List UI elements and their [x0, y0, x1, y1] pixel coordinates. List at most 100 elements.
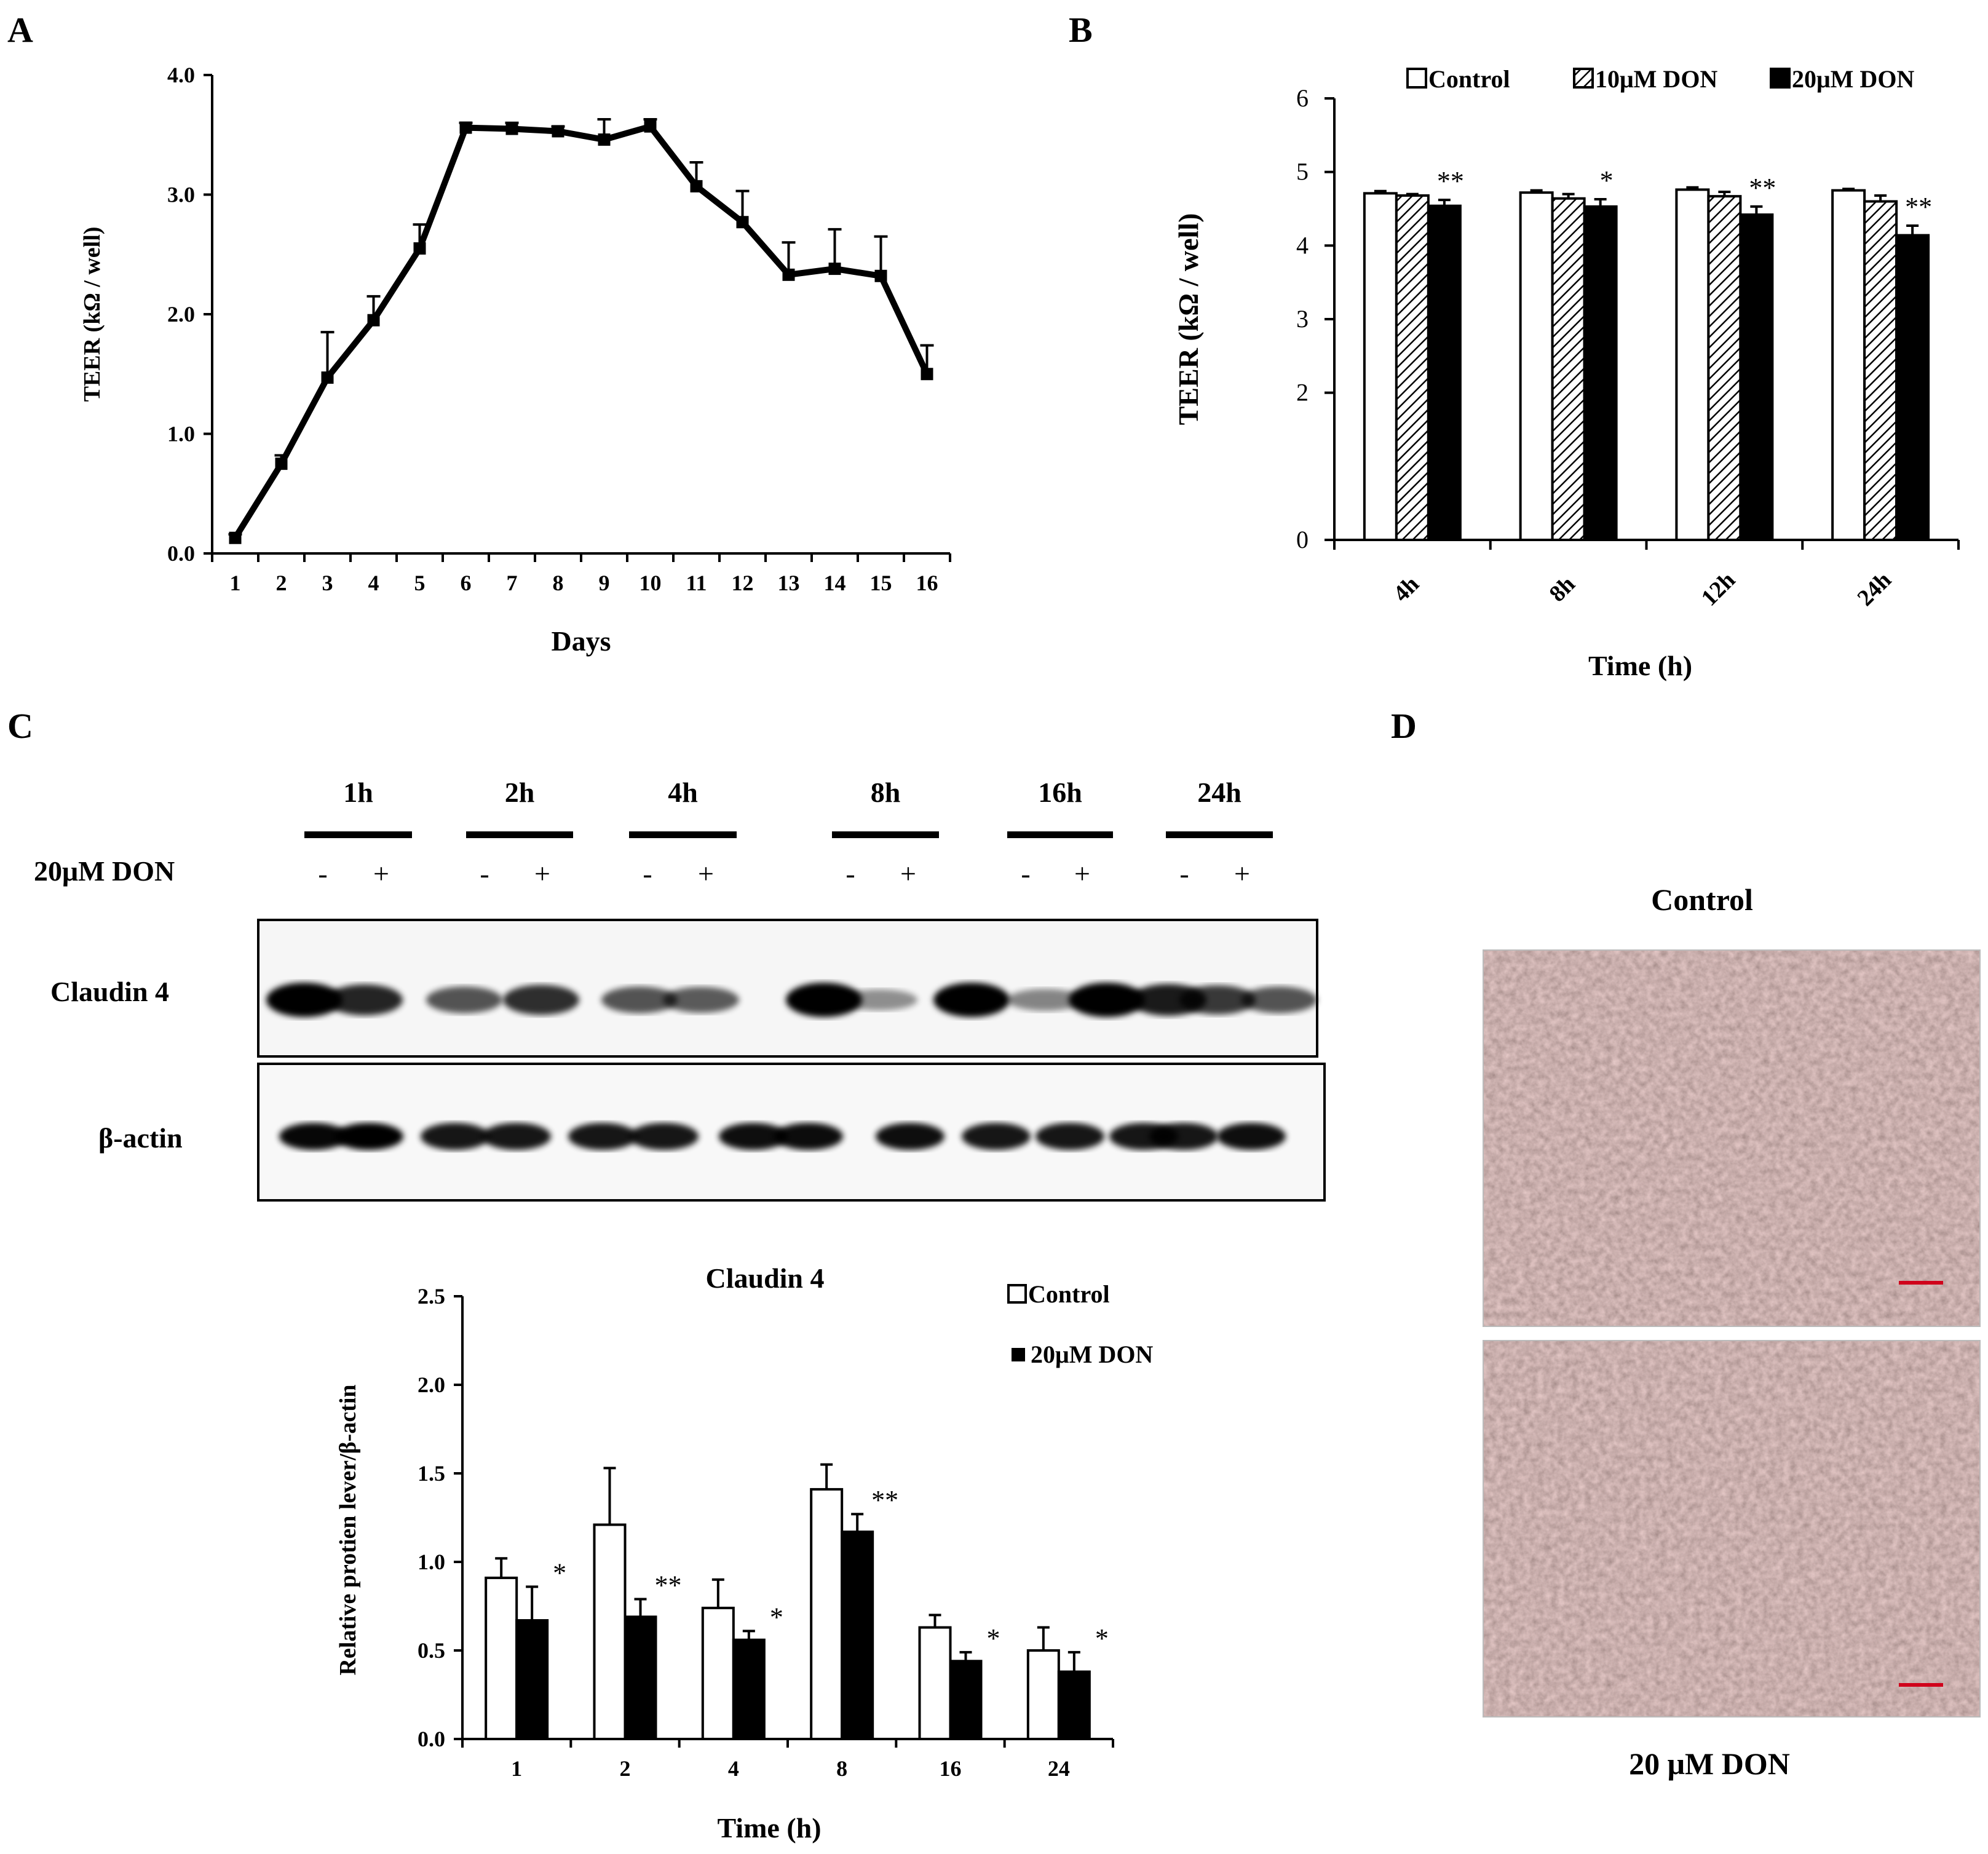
blot-treatment-label: 20μM DON: [34, 855, 175, 887]
chart-c-y-tick-label: 0.0: [418, 1727, 445, 1751]
chart-a-point-day-4: [367, 314, 380, 327]
blot-time-label-2h: 2h: [505, 777, 535, 808]
actin-band-lane-6: [630, 1123, 699, 1150]
chart-a-x-tick-label: 14: [824, 571, 846, 595]
panel-letter-b: B: [1069, 10, 1093, 50]
chart-b-marks: ** * ****: [1363, 165, 1932, 542]
chart-c-x-tick-label: 2: [620, 1756, 631, 1781]
claudin-band-lane-5: [601, 986, 678, 1013]
actin-band-lane-2: [335, 1123, 403, 1150]
chart-b-y-axis-title: TEER (kΩ / well): [1173, 213, 1204, 426]
chart-c-significance-24: *: [1095, 1623, 1109, 1654]
blot-row-label-claudin: Claudin 4: [50, 976, 169, 1007]
panel-letter-d: D: [1391, 706, 1417, 746]
chart-a-point-day-13: [782, 268, 795, 281]
chart-a-series-line: [232, 123, 930, 540]
claudin-band-lane-2: [327, 984, 403, 1016]
micrograph-control-border: [1483, 949, 1981, 1327]
chart-a-x-tick-label: 7: [507, 571, 518, 595]
legend-label-20um-don: 20μM DON: [1792, 65, 1914, 93]
blot-sign-plus: +: [698, 858, 714, 889]
chart-a-x-tick-label: 6: [461, 571, 472, 595]
chart-a-point-day-8: [552, 125, 564, 138]
chart-c-x-tick-label: 24: [1048, 1756, 1070, 1781]
blot-time-bar-16h: [1007, 831, 1113, 838]
chart-c-y-tick-label: 2.5: [418, 1284, 445, 1309]
blot-time-bar-1h: [304, 831, 412, 838]
actin-band-lane-9: [876, 1123, 944, 1150]
chart-c-x-axis-title: Time (h): [717, 1812, 821, 1844]
chart-b-y-tick-label: 4: [1296, 231, 1309, 259]
chart-a-x-tick-label: 16: [916, 571, 938, 595]
chart-b-bar-24h-s0: [1831, 189, 1866, 542]
legend-label-control: Control: [1428, 65, 1510, 93]
blot-time-label-4h: 4h: [668, 777, 698, 808]
chart-a-axes: 0.01.02.03.04.01 2 3 4 5 6 7 8 9 10 11 12 13 14 15 16: [167, 63, 951, 595]
chart-b-x-tick-label: 8h: [1545, 571, 1580, 607]
legend-swatch-10um-don: [1573, 68, 1594, 89]
chart-a-point-day-16: [921, 368, 933, 381]
legend-label-20um-don-c: 20μM DON: [1031, 1341, 1153, 1368]
blot-sign-minus: -: [845, 858, 855, 889]
chart-b-y-tick-label: 6: [1296, 84, 1309, 112]
chart-a-x-tick-label: 15: [870, 571, 892, 595]
legend-swatch-20um-don-c: [1012, 1348, 1025, 1361]
blot-time-label-24h: 24h: [1197, 777, 1242, 808]
legend-swatch-control-c: [1007, 1284, 1027, 1304]
blot-time-label-8h: 8h: [871, 777, 901, 808]
chart-c-significance-4: *: [770, 1602, 783, 1632]
chart-a-x-tick-label: 2: [276, 571, 287, 595]
blot-sign-minus: -: [1179, 858, 1189, 889]
chart-a-point-day-2: [275, 458, 288, 470]
chart-b-y-tick-label: 5: [1296, 158, 1309, 186]
chart-c-bar-4-s0: [701, 1606, 735, 1740]
chart-b-bar-4h-s2: [1427, 204, 1462, 542]
chart-a-point-day-11: [690, 180, 703, 192]
blot-time-headers: 1h - +2h - +4h - +8h - +16h - +24h - +: [304, 777, 1273, 889]
chart-b-bar-24h-s2: [1895, 234, 1930, 541]
chart-a-y-tick-label: 4.0: [167, 63, 195, 87]
chart-b-significance-4h: **: [1437, 166, 1464, 196]
chart-c-y-tick-label: 2.0: [418, 1373, 445, 1397]
chart-c-x-tick-label: 16: [940, 1756, 962, 1781]
chart-b-significance-12h: **: [1749, 173, 1776, 203]
chart-c-bar-24-s1: [1057, 1670, 1091, 1741]
actin-band-lane-3: [421, 1123, 489, 1150]
actin-band-lane-8: [774, 1123, 843, 1150]
legend-swatch-20um-don: [1770, 68, 1791, 89]
actin-band-lane-1: [279, 1123, 348, 1150]
chart-a-y-tick-label: 1.0: [167, 422, 195, 446]
chart-a-point-day-7: [505, 122, 518, 135]
chart-a-point-day-15: [874, 269, 887, 282]
blot-time-label-1h: 1h: [343, 777, 373, 808]
actin-band-lane-10: [962, 1123, 1031, 1150]
micrograph-label-don: 20 μM DON: [1629, 1746, 1790, 1781]
chart-a-x-tick-label: 12: [732, 571, 754, 595]
chart-b-bar-12h-s0: [1675, 188, 1710, 541]
micrograph-control: [1483, 950, 1980, 1326]
blot-sign-minus: -: [1021, 858, 1030, 889]
chart-c-bar-8-s1: [841, 1531, 874, 1741]
chart-b-x-tick-label: 4h: [1388, 571, 1424, 607]
chart-c-title: Claudin 4: [705, 1262, 824, 1294]
chart-a-y-axis-title: TEER (kΩ / well): [79, 227, 105, 402]
chart-c-y-axis-title: Relative protien lever/β-actin: [335, 1384, 361, 1675]
chart-c-bar-1-s0: [485, 1576, 518, 1740]
claudin-band-lane-3: [426, 986, 502, 1013]
chart-b-x-tick-label: 12h: [1697, 567, 1741, 611]
chart-b-bar-4h-s1: [1395, 194, 1430, 541]
chart-a-x-tick-label: 13: [778, 571, 800, 595]
chart-c-axes: 0.00.51.01.52.02.51 2 4 8 16 24: [418, 1284, 1114, 1781]
micrographs: Control 20 μM DON: [1483, 882, 1981, 1781]
chart-a-x-tick-label: 5: [414, 571, 426, 595]
chart-a-point-day-14: [828, 263, 841, 275]
actin-band-lane-5: [568, 1123, 637, 1150]
chart-a-x-tick-label: 4: [368, 571, 379, 595]
chart-b-significance-24h: **: [1905, 192, 1932, 222]
blot-sign-minus: -: [643, 858, 652, 889]
chart-c-bar-24-s0: [1026, 1649, 1060, 1740]
chart-b-x-tick-label: 24h: [1852, 567, 1896, 611]
chart-a-point-day-10: [644, 120, 657, 133]
chart-c-y-tick-label: 1.0: [418, 1550, 445, 1574]
chart-c-significance-8: **: [871, 1485, 898, 1515]
